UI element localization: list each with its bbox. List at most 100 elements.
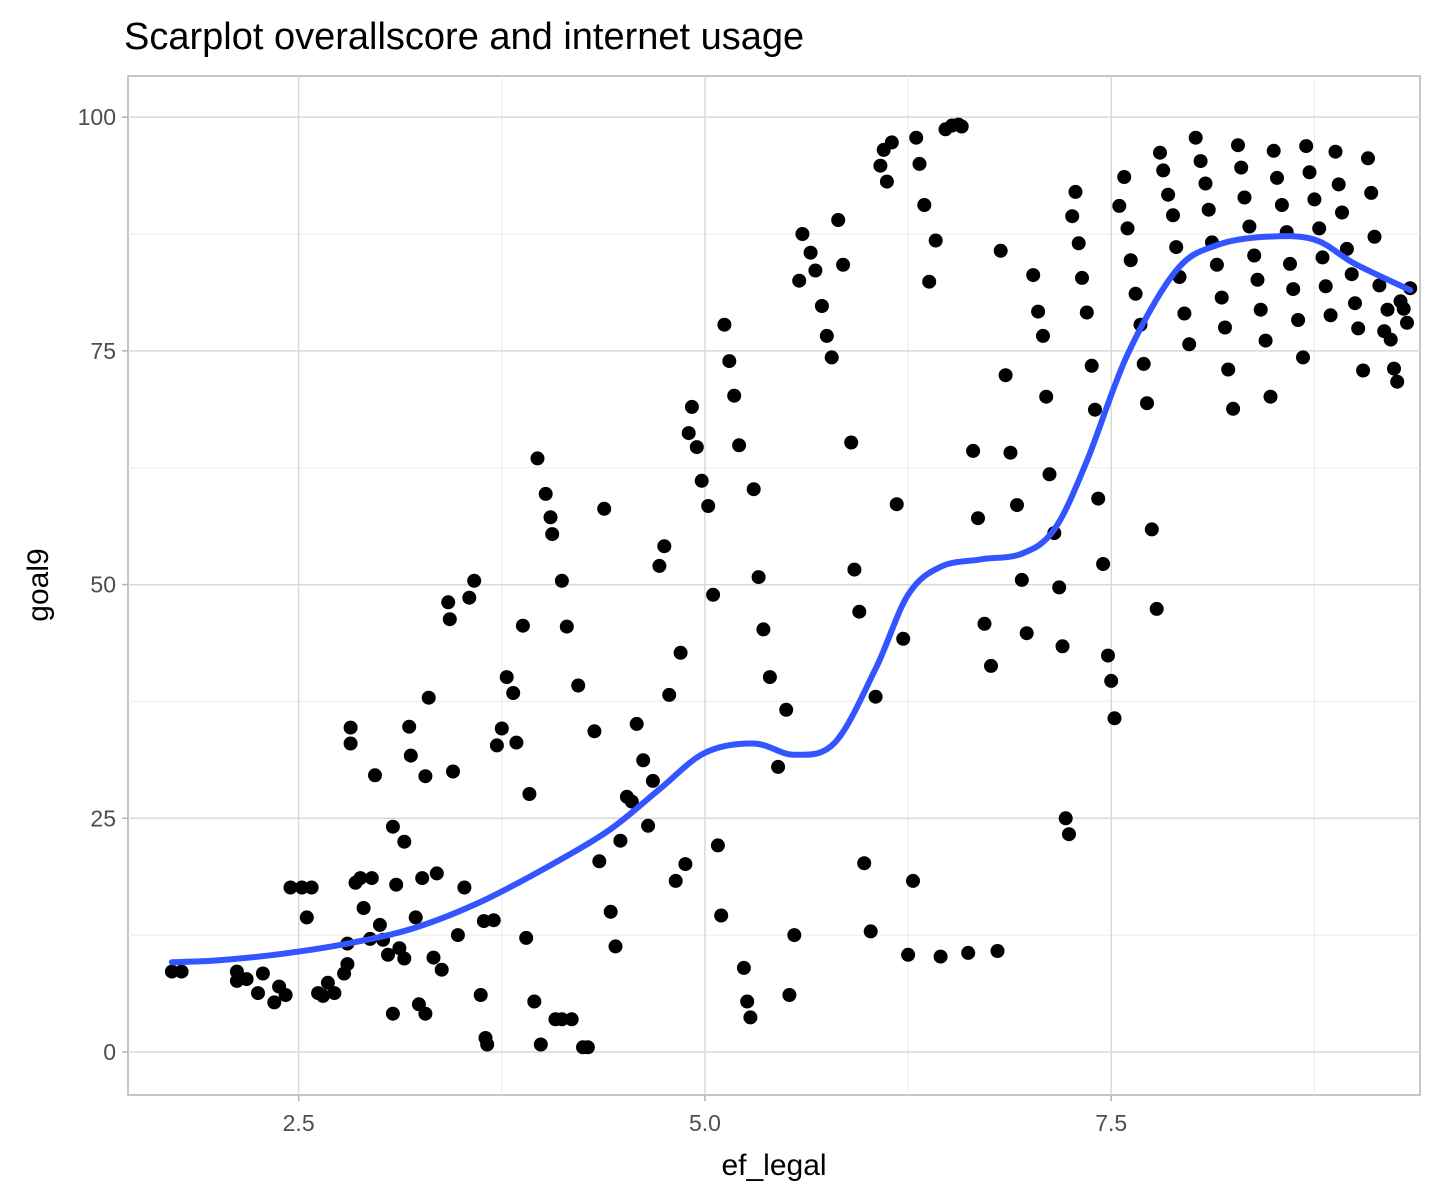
data-point xyxy=(1387,361,1401,376)
data-point xyxy=(824,350,839,365)
data-point xyxy=(1380,302,1395,317)
data-point xyxy=(1250,272,1265,287)
data-point xyxy=(564,1012,579,1027)
data-point xyxy=(732,438,747,453)
data-point xyxy=(527,994,542,1009)
data-point xyxy=(1112,198,1127,213)
data-point xyxy=(863,924,878,939)
x-tick-label: 2.5 xyxy=(283,1110,315,1136)
data-point xyxy=(441,595,456,610)
data-point xyxy=(1339,241,1354,256)
data-point xyxy=(917,198,932,212)
data-point xyxy=(1331,177,1346,192)
data-point xyxy=(673,645,688,660)
data-point xyxy=(706,587,721,602)
data-point xyxy=(1242,219,1257,234)
data-point xyxy=(538,486,553,501)
data-point xyxy=(1068,184,1083,199)
data-point xyxy=(966,443,981,458)
data-point xyxy=(457,880,472,895)
x-tick-label: 7.5 xyxy=(1095,1110,1127,1136)
data-point xyxy=(530,451,545,466)
data-point xyxy=(1117,170,1132,184)
data-point xyxy=(1266,143,1281,158)
data-point xyxy=(402,719,417,734)
data-point xyxy=(831,213,846,227)
data-point xyxy=(909,130,924,145)
data-point xyxy=(736,960,751,975)
data-point xyxy=(782,988,797,1002)
x-axis-title: ef_legal xyxy=(721,1149,826,1182)
data-point xyxy=(174,964,189,979)
data-point xyxy=(722,354,737,369)
data-point xyxy=(340,957,355,972)
data-point xyxy=(836,257,851,272)
data-point xyxy=(278,988,293,1002)
data-point xyxy=(255,966,270,981)
data-point xyxy=(1396,301,1411,316)
data-point xyxy=(714,908,729,923)
data-point xyxy=(1042,467,1057,482)
data-point xyxy=(624,794,639,809)
y-axis-ticks: 0 25 50 75 100 xyxy=(78,104,128,1065)
data-point xyxy=(1201,202,1216,217)
data-point xyxy=(645,773,660,788)
data-point xyxy=(1328,144,1343,159)
data-point xyxy=(1166,208,1180,223)
data-point xyxy=(1315,250,1330,265)
data-point xyxy=(1198,176,1213,191)
data-point xyxy=(1312,221,1327,236)
data-point xyxy=(356,901,371,915)
data-point xyxy=(608,939,623,954)
data-point xyxy=(1019,626,1034,641)
data-point xyxy=(1367,229,1382,244)
data-point xyxy=(756,622,771,637)
data-point xyxy=(657,539,672,554)
data-point xyxy=(385,1006,400,1021)
data-point xyxy=(879,174,894,189)
data-point xyxy=(684,399,699,414)
data-point xyxy=(1291,313,1306,327)
data-point xyxy=(304,880,319,895)
data-point xyxy=(442,612,457,627)
data-point xyxy=(385,819,400,834)
data-point xyxy=(1283,256,1297,271)
data-point xyxy=(1003,445,1018,460)
data-point xyxy=(1156,163,1171,178)
data-point xyxy=(368,768,382,783)
data-point xyxy=(694,473,709,488)
data-point xyxy=(450,928,465,943)
data-point xyxy=(1107,711,1122,726)
data-point xyxy=(554,573,569,588)
data-point xyxy=(426,950,441,965)
data-point xyxy=(814,299,829,313)
data-point xyxy=(164,964,179,979)
data-point xyxy=(418,769,433,784)
data-point xyxy=(993,243,1008,258)
data-point xyxy=(1364,185,1379,200)
data-point xyxy=(1286,282,1301,297)
data-point xyxy=(636,753,651,768)
y-tick-label: 100 xyxy=(78,104,116,130)
data-point xyxy=(1348,296,1362,311)
data-point xyxy=(1299,139,1314,154)
data-point xyxy=(1400,315,1414,330)
data-point xyxy=(353,871,368,886)
y-tick-label: 75 xyxy=(90,338,116,364)
data-point xyxy=(819,328,834,343)
data-point xyxy=(1226,401,1241,416)
data-point xyxy=(847,562,862,577)
data-point xyxy=(1055,639,1070,654)
data-point xyxy=(489,738,504,753)
data-point xyxy=(251,986,265,1001)
data-point xyxy=(1253,302,1268,317)
data-point xyxy=(896,631,911,646)
data-point xyxy=(397,951,412,966)
data-point xyxy=(1237,190,1252,205)
data-point xyxy=(740,994,755,1009)
data-point xyxy=(678,857,693,872)
data-point xyxy=(803,245,818,260)
data-point xyxy=(1169,240,1184,255)
y-tick-label: 25 xyxy=(90,805,116,831)
data-point xyxy=(559,619,574,634)
